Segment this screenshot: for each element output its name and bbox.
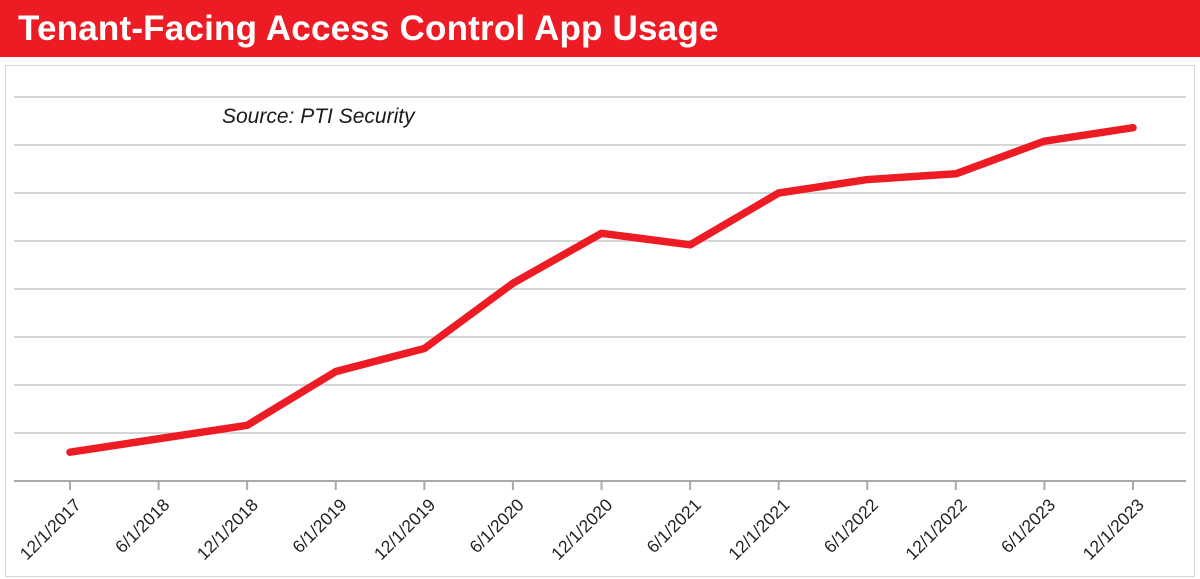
- x-tick-label: 12/1/2017: [16, 495, 85, 564]
- tick-marks: [69, 481, 1134, 490]
- source-label: Source: PTI Security: [222, 105, 415, 128]
- x-tick-label: 6/1/2021: [643, 495, 705, 557]
- line-chart: 12/1/2017 6/1/2018 12/1/2018 6/1/2019 12/1/2…: [14, 96, 1186, 564]
- x-tick-label: 6/1/2022: [820, 495, 882, 557]
- page-title: Tenant-Facing Access Control App Usage: [18, 8, 719, 48]
- x-tick-label: 12/1/2022: [901, 495, 970, 564]
- x-tick-label: 6/1/2019: [288, 495, 350, 557]
- gridlines: [14, 96, 1186, 434]
- title-bar: Tenant-Facing Access Control App Usage: [0, 0, 1200, 57]
- usage-line: [66, 123, 1137, 456]
- x-tick-label: 6/1/2018: [111, 495, 173, 557]
- x-tick-label: 12/1/2019: [370, 495, 439, 564]
- x-tick-label: 6/1/2023: [997, 495, 1059, 557]
- x-tick-label: 12/1/2021: [724, 495, 793, 564]
- x-tick-labels: 12/1/2017 6/1/2018 12/1/2018 6/1/2019 12/1/2…: [16, 495, 1148, 564]
- x-tick-label: 12/1/2018: [193, 495, 262, 564]
- chart-frame: 12/1/2017 6/1/2018 12/1/2018 6/1/2019 12/1/2…: [5, 65, 1195, 577]
- x-tick-label: 12/1/2020: [547, 495, 616, 564]
- x-tick-label: 12/1/2023: [1079, 495, 1148, 564]
- x-tick-label: 6/1/2020: [465, 495, 527, 557]
